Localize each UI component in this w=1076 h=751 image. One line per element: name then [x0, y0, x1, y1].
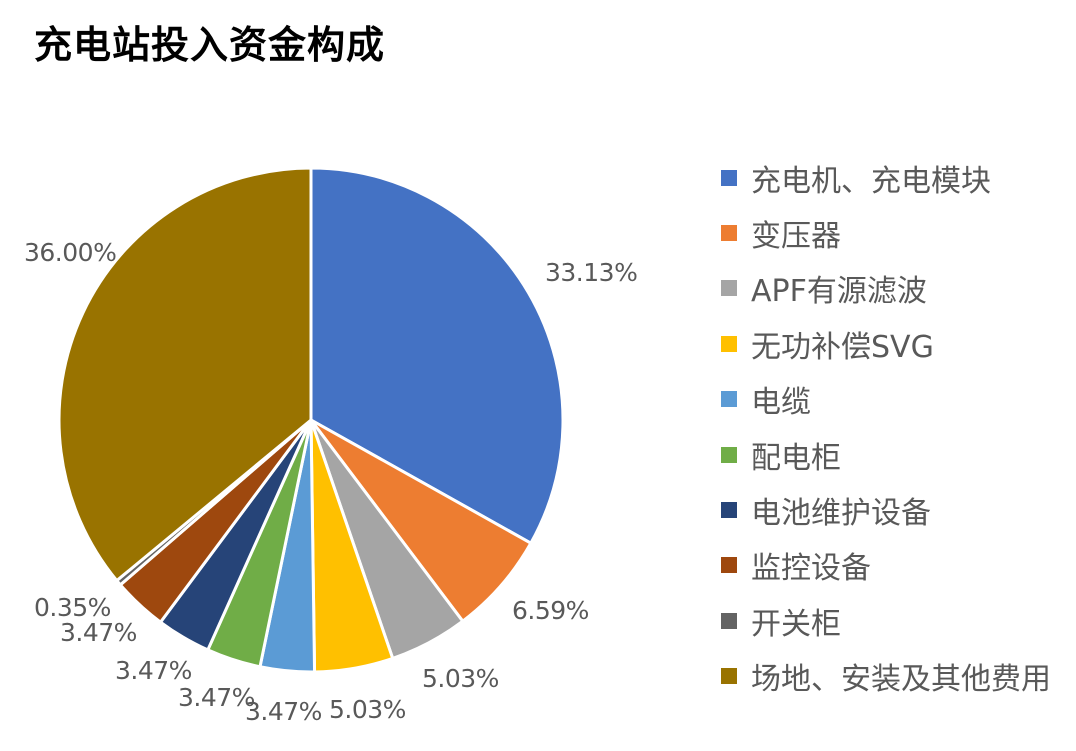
legend-label: 监控设备 [751, 551, 871, 587]
data-label-svg: 5.03% [329, 695, 406, 724]
pie-slices [57, 166, 565, 674]
legend-label: 充电机、充电模块 [751, 163, 991, 199]
data-label-transformer: 6.59% [512, 596, 589, 625]
legend-label: 电缆 [751, 385, 811, 421]
legend-swatch-icon [721, 668, 737, 685]
data-label-battery-maintenance: 3.47% [115, 656, 192, 685]
legend-swatch-icon [721, 391, 737, 408]
legend-item-svg[interactable]: 无功补偿SVG [721, 316, 1051, 371]
legend-item-switch-cabinet[interactable]: 开关柜 [721, 593, 1051, 648]
legend-swatch-icon [721, 612, 737, 629]
legend-item-cable[interactable]: 电缆 [721, 372, 1051, 427]
legend-swatch-icon [721, 502, 737, 519]
legend-item-charger[interactable]: 充电机、充电模块 [721, 150, 1051, 205]
legend-item-distribution-cabinet[interactable]: 配电柜 [721, 427, 1051, 482]
data-label-site-install: 36.00% [24, 238, 117, 267]
legend-swatch-icon [721, 335, 737, 352]
legend-label: 电池维护设备 [751, 496, 931, 532]
legend-label: 场地、安装及其他费用 [751, 662, 1051, 698]
legend-swatch-icon [721, 446, 737, 463]
legend: 充电机、充电模块 变压器 APF有源滤波 无功补偿SVG 电缆 配电柜 电池维护… [721, 150, 1051, 704]
legend-item-apf[interactable]: APF有源滤波 [721, 261, 1051, 316]
legend-label: 开关柜 [751, 606, 841, 642]
legend-item-transformer[interactable]: 变压器 [721, 205, 1051, 260]
legend-swatch-icon [721, 169, 737, 186]
legend-swatch-icon [721, 280, 737, 297]
data-label-distribution-cabinet: 3.47% [178, 683, 255, 712]
legend-item-battery-maintenance[interactable]: 电池维护设备 [721, 482, 1051, 537]
pie-slice[interactable] [309, 166, 565, 545]
data-label-charger: 33.13% [545, 258, 638, 287]
data-label-cable: 3.47% [245, 697, 322, 726]
legend-swatch-icon [721, 557, 737, 574]
legend-swatch-icon [721, 225, 737, 242]
legend-label: 配电柜 [751, 440, 841, 476]
legend-label: APF有源滤波 [751, 274, 927, 310]
legend-item-site-install[interactable]: 场地、安装及其他费用 [721, 649, 1051, 704]
data-label-monitoring: 3.47% [60, 618, 137, 647]
legend-label: 变压器 [751, 219, 841, 255]
pie-slice[interactable] [57, 166, 313, 583]
legend-item-monitoring[interactable]: 监控设备 [721, 538, 1051, 593]
legend-label: 无功补偿SVG [751, 329, 934, 365]
data-label-switch-cabinet: 0.35% [34, 593, 111, 622]
data-label-apf: 5.03% [422, 664, 499, 693]
chart-title: 充电站投入资金构成 [34, 23, 386, 67]
